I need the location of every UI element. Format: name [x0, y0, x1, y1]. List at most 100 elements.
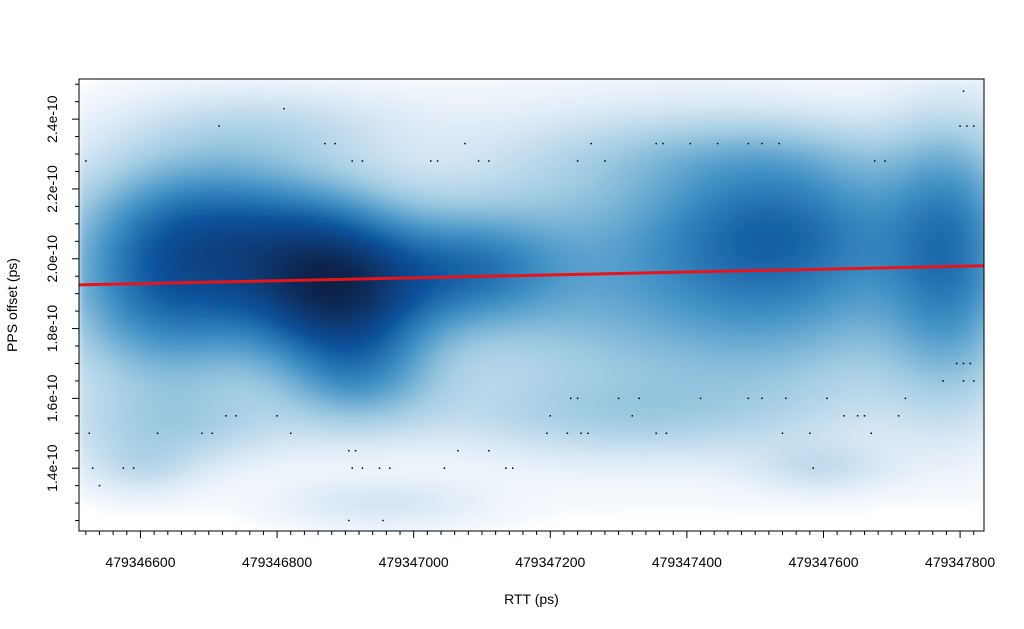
- density-cell: [479, 247, 488, 256]
- density-cell: [631, 279, 640, 288]
- density-cell: [655, 175, 664, 184]
- density-cell: [127, 303, 136, 312]
- density-cell: [799, 79, 808, 88]
- density-cell: [439, 351, 448, 360]
- density-cell: [119, 231, 128, 240]
- density-cell: [663, 343, 672, 352]
- density-cell: [671, 303, 680, 312]
- density-cell: [519, 111, 528, 120]
- density-cell: [239, 159, 248, 168]
- density-cell: [639, 175, 648, 184]
- density-cell: [775, 303, 784, 312]
- density-cell: [215, 119, 224, 128]
- density-cell: [775, 415, 784, 424]
- density-cell: [503, 223, 512, 232]
- density-cell: [791, 199, 800, 208]
- density-cell: [903, 415, 912, 424]
- density-cell: [151, 191, 160, 200]
- density-cell: [663, 119, 672, 128]
- density-cell: [199, 119, 208, 128]
- density-cell: [511, 167, 520, 176]
- density-cell: [255, 383, 264, 392]
- density-cell: [383, 95, 392, 104]
- density-cell: [223, 223, 232, 232]
- density-cell: [327, 247, 336, 256]
- density-cell: [215, 151, 224, 160]
- density-cell: [543, 143, 552, 152]
- density-cell: [551, 295, 560, 304]
- density-cell: [743, 207, 752, 216]
- density-cell: [343, 351, 352, 360]
- density-cell: [839, 223, 848, 232]
- density-cell: [447, 343, 456, 352]
- density-cell: [663, 151, 672, 160]
- density-cell: [559, 175, 568, 184]
- density-cell: [607, 111, 616, 120]
- density-cell: [439, 159, 448, 168]
- density-cell: [935, 175, 944, 184]
- density-cell: [335, 143, 344, 152]
- density-cell: [727, 239, 736, 248]
- density-cell: [375, 375, 384, 384]
- density-cell: [615, 79, 624, 88]
- density-cell: [199, 391, 208, 400]
- density-cell: [735, 343, 744, 352]
- density-cell: [943, 79, 952, 88]
- density-cell: [127, 143, 136, 152]
- density-cell: [887, 351, 896, 360]
- density-cell: [487, 119, 496, 128]
- density-cell: [615, 247, 624, 256]
- density-cell: [583, 327, 592, 336]
- density-cell: [279, 327, 288, 336]
- density-cell: [631, 335, 640, 344]
- density-cell: [863, 87, 872, 96]
- density-cell: [807, 423, 816, 432]
- density-cell: [687, 199, 696, 208]
- density-cell: [135, 199, 144, 208]
- density-cell: [191, 111, 200, 120]
- density-cell: [223, 351, 232, 360]
- density-cell: [727, 119, 736, 128]
- density-cell: [863, 295, 872, 304]
- density-cell: [879, 103, 888, 112]
- density-cell: [207, 383, 216, 392]
- density-cell: [79, 359, 88, 368]
- density-cell: [255, 87, 264, 96]
- density-cell: [711, 287, 720, 296]
- density-cell: [391, 303, 400, 312]
- density-cell: [967, 303, 976, 312]
- density-cell: [87, 319, 96, 328]
- density-cell: [871, 319, 880, 328]
- density-cell: [455, 335, 464, 344]
- density-cell: [487, 103, 496, 112]
- density-cell: [439, 239, 448, 248]
- density-cell: [303, 199, 312, 208]
- density-cell: [263, 207, 272, 216]
- density-cell: [847, 143, 856, 152]
- density-cell: [279, 183, 288, 192]
- density-cell: [407, 151, 416, 160]
- density-cell: [687, 87, 696, 96]
- density-cell: [287, 87, 296, 96]
- density-cell: [647, 159, 656, 168]
- density-cell: [335, 271, 344, 280]
- density-cell: [967, 135, 976, 144]
- density-cell: [207, 255, 216, 264]
- density-cell: [695, 327, 704, 336]
- density-cell: [631, 167, 640, 176]
- density-cell: [919, 391, 928, 400]
- density-cell: [327, 231, 336, 240]
- density-cell: [311, 415, 320, 424]
- density-cell: [135, 119, 144, 128]
- density-cell: [959, 151, 968, 160]
- density-cell: [127, 343, 136, 352]
- density-cell: [239, 215, 248, 224]
- density-cell: [231, 79, 240, 88]
- density-cell: [559, 79, 568, 88]
- density-cell: [447, 335, 456, 344]
- density-cell: [767, 335, 776, 344]
- density-cell: [831, 319, 840, 328]
- density-cell: [775, 87, 784, 96]
- density-cell: [663, 407, 672, 416]
- density-cell: [463, 87, 472, 96]
